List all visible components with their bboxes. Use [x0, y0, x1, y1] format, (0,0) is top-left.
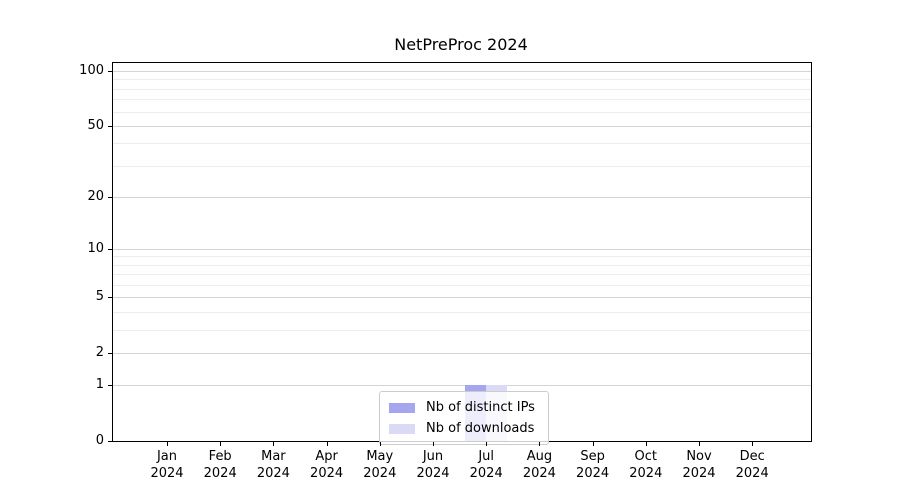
y-tick-label: 50: [87, 117, 104, 133]
x-tick-mark: [220, 442, 222, 446]
x-tick-label: Jan 2024: [150, 449, 184, 481]
y-gridline-minor: [113, 312, 811, 313]
y-tick-label: 0: [95, 433, 104, 448]
y-tick-label: 20: [87, 189, 104, 204]
y-gridline-major: [113, 385, 811, 387]
x-tick-mark: [752, 442, 754, 446]
legend-item: Nb of downloads: [389, 418, 539, 439]
y-tick-label: 2: [95, 344, 104, 360]
x-tick-mark: [379, 442, 381, 446]
y-tick-label: 1: [95, 377, 104, 393]
y-gridline-minor: [113, 111, 811, 113]
x-tick-label: Mar 2024: [256, 449, 290, 481]
x-tick-mark: [167, 442, 168, 446]
y-tick-mark: [108, 248, 112, 250]
x-tick-mark: [326, 442, 328, 446]
legend-item: Nb of distinct IPs: [389, 397, 539, 418]
x-tick-label: Feb 2024: [203, 449, 237, 481]
y-tick-mark: [108, 125, 112, 127]
y-gridline-major: [113, 197, 811, 198]
x-tick-label: Jun 2024: [416, 449, 450, 481]
x-tick-label: Jul 2024: [469, 449, 503, 481]
y-gridline-minor: [113, 143, 811, 145]
x-tick-mark: [645, 442, 647, 446]
chart-title: NetPreProc 2024: [394, 35, 528, 54]
x-tick-label: Oct 2024: [629, 449, 663, 481]
y-gridline-major: [113, 352, 811, 354]
y-gridline-major: [113, 248, 811, 250]
plot-area: Nb of distinct IPs Nb of downloads: [112, 62, 812, 445]
x-tick-mark: [699, 442, 700, 446]
y-gridline-minor: [113, 285, 811, 286]
y-gridline-minor: [113, 256, 811, 258]
legend-swatch-icon: [389, 402, 415, 413]
y-tick-mark: [108, 297, 112, 299]
x-tick-mark: [273, 442, 275, 446]
y-tick-mark: [108, 197, 112, 198]
x-tick-mark: [486, 442, 488, 446]
x-tick-mark: [539, 442, 541, 446]
x-tick-label: Apr 2024: [310, 449, 344, 481]
y-gridline-major: [113, 71, 811, 73]
y-gridline-minor: [113, 274, 811, 276]
y-gridline-minor: [113, 329, 811, 331]
y-gridline-minor: [113, 165, 811, 167]
y-tick-mark: [108, 385, 112, 387]
y-tick-label: 5: [95, 289, 104, 305]
x-tick-mark: [433, 442, 434, 446]
x-tick-label: Sep 2024: [576, 449, 610, 481]
y-gridline-minor: [113, 79, 811, 81]
y-tick-mark: [108, 441, 112, 442]
y-tick-label: 10: [87, 240, 104, 256]
y-gridline-minor: [113, 99, 811, 101]
legend-label: Nb of distinct IPs: [426, 400, 535, 415]
legend: Nb of distinct IPs Nb of downloads: [379, 391, 549, 445]
x-tick-mark: [592, 442, 594, 446]
y-gridline-minor: [113, 264, 811, 266]
y-gridline-major: [113, 297, 811, 299]
x-tick-label: May 2024: [363, 449, 397, 481]
x-tick-label: Dec 2024: [735, 449, 769, 481]
y-tick-label: 100: [79, 63, 104, 79]
y-gridline-minor: [113, 88, 811, 90]
legend-swatch-icon: [389, 423, 415, 434]
x-tick-label: Aug 2024: [522, 449, 556, 481]
y-tick-mark: [108, 71, 112, 73]
x-tick-label: Nov 2024: [682, 449, 716, 481]
legend-label: Nb of downloads: [426, 421, 535, 436]
y-tick-mark: [108, 352, 112, 354]
y-gridline-major: [113, 125, 811, 127]
